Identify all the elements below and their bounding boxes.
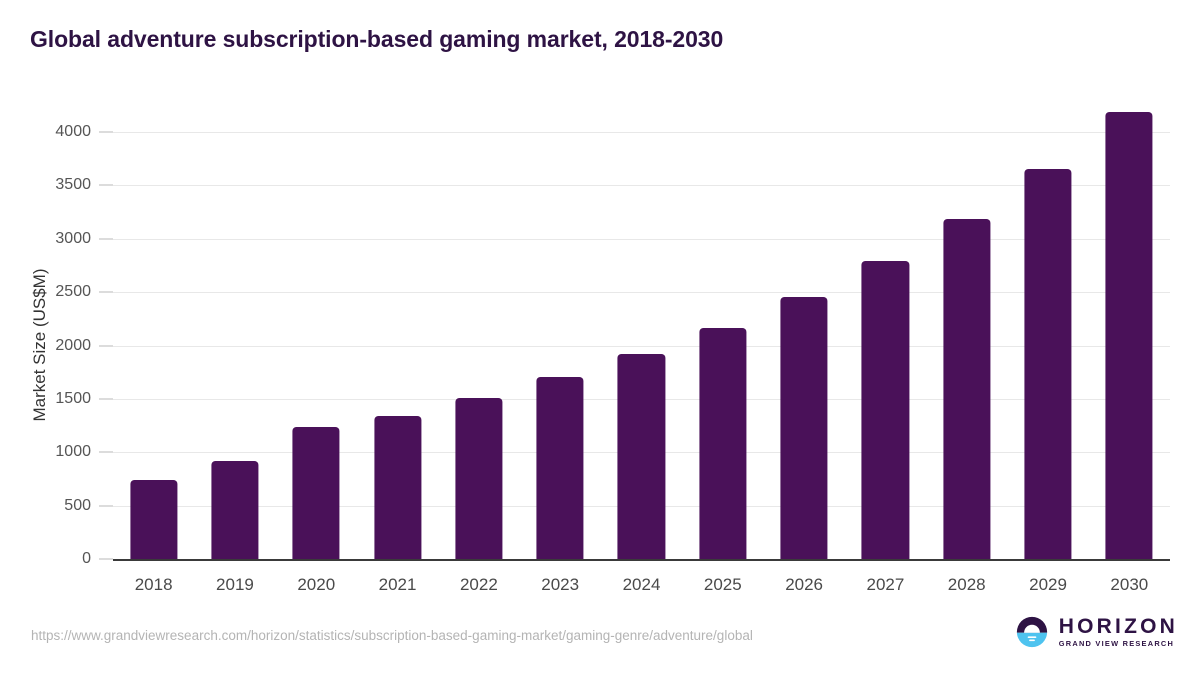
y-tick-label: 500 [64, 496, 91, 514]
x-tick-label: 2026 [785, 575, 824, 594]
bar-group [763, 110, 844, 559]
bar[interactable] [699, 327, 747, 559]
bar[interactable] [211, 461, 259, 559]
bar-group [1007, 110, 1088, 559]
y-tick-label: 3000 [55, 229, 91, 247]
horizon-logo-text: HORIZON GRAND VIEW RESEARCH [1059, 616, 1178, 647]
gridline [113, 185, 1170, 187]
bar[interactable] [455, 397, 503, 559]
y-tick-label: 4000 [55, 123, 91, 140]
x-tick-label: 2030 [1110, 575, 1149, 594]
horizon-logo: HORIZON GRAND VIEW RESEARCH [1014, 614, 1178, 650]
bar-group [682, 110, 763, 559]
bar[interactable] [617, 353, 666, 559]
bar-group [438, 110, 519, 559]
y-tick-label: 1500 [55, 389, 91, 407]
y-tick-mark [99, 345, 113, 346]
y-tick-mark [99, 238, 113, 240]
x-tick-label: 2021 [378, 575, 417, 594]
logo-wordmark: HORIZON [1058, 615, 1178, 639]
y-axis: 0 500 1000 1500 2000 2500 3000 3500 4000 [0, 0, 113, 675]
x-tick-label: 2020 [297, 575, 336, 594]
bar-series [113, 110, 1170, 559]
x-axis: 2018 2019 2020 2021 2022 2023 2024 2025 2026 2027… [113, 568, 1170, 602]
gridline [113, 238, 1170, 240]
y-tick-label: 1000 [55, 443, 91, 461]
bar-group [113, 110, 194, 559]
source-url[interactable]: https://www.grandviewresearch.com/horizo… [31, 628, 753, 643]
y-tick-mark [99, 451, 113, 453]
y-tick-mark [99, 131, 113, 133]
x-tick-label: 2027 [866, 575, 905, 594]
bar[interactable] [943, 219, 991, 559]
y-tick-mark [99, 184, 113, 186]
bar-group [1089, 110, 1170, 559]
x-tick-label: 2025 [703, 575, 742, 594]
x-tick-label: 2023 [541, 575, 580, 594]
logo-tagline: GRAND VIEW RESEARCH [1058, 639, 1175, 649]
x-axis-line [113, 559, 1170, 561]
bar-group [520, 110, 601, 559]
bar[interactable] [1105, 111, 1153, 559]
bar[interactable] [292, 427, 340, 559]
y-tick-mark [99, 398, 113, 400]
y-tick-label: 2500 [55, 283, 91, 301]
y-tick-mark [99, 505, 113, 507]
gridline [113, 345, 1170, 347]
x-tick-label: 2028 [947, 575, 986, 594]
x-tick-label: 2024 [622, 575, 661, 594]
gridline [113, 132, 1170, 133]
bar[interactable] [780, 296, 828, 559]
bar-group [357, 110, 438, 559]
bar[interactable] [861, 261, 909, 559]
bar-group [194, 110, 275, 559]
x-tick-label: 2022 [459, 575, 498, 594]
horizon-logo-icon [1016, 616, 1047, 648]
bar-group [601, 110, 682, 559]
y-tick-mark [99, 291, 113, 293]
gridline [113, 292, 1170, 294]
y-tick-label: 3500 [55, 176, 91, 194]
bar-group [845, 110, 926, 559]
bar-group [276, 110, 357, 559]
bar-group [926, 110, 1007, 559]
bar[interactable] [1024, 168, 1072, 559]
x-tick-label: 2029 [1029, 575, 1067, 594]
bar[interactable] [130, 480, 178, 559]
bar[interactable] [373, 415, 422, 559]
x-tick-label: 2019 [216, 575, 254, 594]
page-title: Global adventure subscription-based gami… [30, 26, 724, 52]
y-tick-label: 0 [82, 550, 91, 567]
x-tick-label: 2018 [134, 575, 173, 594]
bar[interactable] [536, 377, 584, 559]
y-tick-label: 2000 [55, 336, 91, 354]
y-tick-mark [99, 558, 113, 560]
